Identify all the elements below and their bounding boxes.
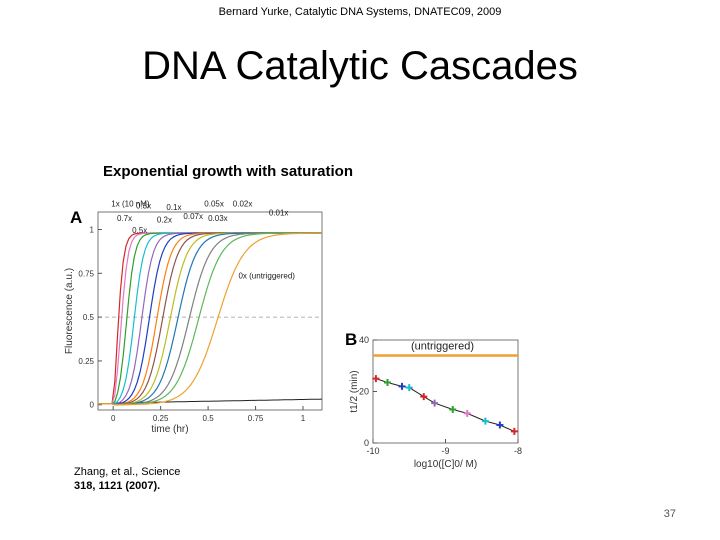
curve-label: 0.01x xyxy=(269,209,289,218)
curve-label: 1x (10 nM) xyxy=(111,200,150,209)
x-tick-label: -9 xyxy=(441,446,449,456)
y-axis-label: t1/2 (min) xyxy=(349,370,360,412)
curve-label: 0.1x xyxy=(166,203,181,212)
data-point xyxy=(384,378,391,386)
data-point xyxy=(510,427,518,435)
data-point xyxy=(463,409,471,417)
y-tick-label: 0.75 xyxy=(78,269,94,278)
curve-label: 0.02x xyxy=(233,200,253,209)
y-tick-label: 40 xyxy=(359,335,369,345)
x-tick-label: 1 xyxy=(301,414,306,423)
citation-line-1: Zhang, et al., Science xyxy=(74,466,181,478)
curve-label: 0.03x xyxy=(208,214,228,223)
curve-label: 0.07x xyxy=(183,212,203,221)
panel-b-chart: -10 -9 -8 0 20 40 log10([C]0/ M) t1/2 (min) (unt… xyxy=(349,335,522,470)
data-point xyxy=(449,406,457,414)
x-tick-label: 0.5 xyxy=(203,414,215,423)
x-tick-label: -10 xyxy=(366,446,379,456)
panel-a-chart: 0 0.25 0.5 0.75 1 0 0.25 0.5 0.75 1 time (hr) Fluor… xyxy=(64,200,323,435)
citation: Zhang, et al., Science 318, 1121 (2007). xyxy=(74,465,180,493)
y-tick-label: 0 xyxy=(90,401,95,410)
panel-a-letter: A xyxy=(70,208,82,227)
y-tick-label: 20 xyxy=(359,387,369,397)
y-tick-label: 0 xyxy=(364,438,369,448)
x-tick-label: -8 xyxy=(514,446,522,456)
data-point xyxy=(398,382,406,390)
page-number: 37 xyxy=(663,508,676,520)
data-point xyxy=(405,384,413,392)
curve-label: 0.7x xyxy=(117,214,132,223)
y-tick-label: 0.5 xyxy=(83,313,95,322)
panel-b-letter: B xyxy=(345,330,357,349)
data-point xyxy=(496,421,504,429)
x-tick-label: 0.25 xyxy=(153,414,169,423)
figure-title: Exponential growth with saturation xyxy=(103,163,354,180)
citation-line-2: 318, 1121 (2007). xyxy=(74,480,161,492)
y-tick-label: 1 xyxy=(90,226,95,235)
curve-label: 0.5x xyxy=(132,226,147,235)
x-axis-label: log10([C]0/ M) xyxy=(414,459,477,470)
growth-curve xyxy=(98,232,322,406)
data-point xyxy=(372,375,380,383)
slide-title: DNA Catalytic Cascades xyxy=(142,44,578,88)
untriggered-label: (untriggered) xyxy=(411,340,474,352)
curve-label: 0.2x xyxy=(157,216,172,225)
data-point xyxy=(420,393,428,401)
x-tick-label: 0 xyxy=(111,414,116,423)
data-point xyxy=(481,417,489,425)
curve-label: 0x (untriggered) xyxy=(238,272,295,281)
x-tick-label: 0.75 xyxy=(248,414,264,423)
slide-header: Bernard Yurke, Catalytic DNA Systems, DN… xyxy=(218,6,502,18)
curve-label: 0.05x xyxy=(204,200,224,209)
y-axis-label: Fluorescence (a.u.) xyxy=(64,268,75,354)
data-point xyxy=(431,399,439,407)
y-tick-label: 0.25 xyxy=(78,357,94,366)
x-axis-label: time (hr) xyxy=(151,424,188,435)
curve-label: 0.3x xyxy=(136,201,151,210)
